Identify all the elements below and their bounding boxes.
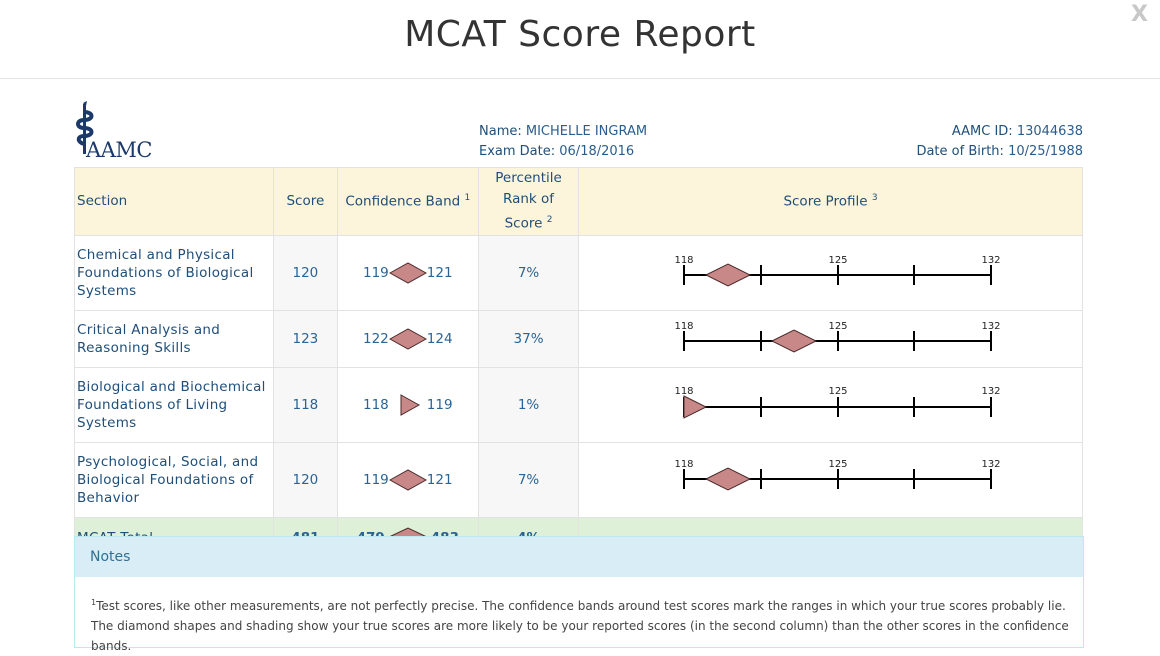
confidence-band: 119 121 (336, 234, 480, 311)
diamond-icon (388, 327, 427, 350)
dob-label: Date of Birth: (916, 144, 1004, 159)
table-header-row: Section Score Confidence Band 1 Percenti… (73, 167, 1083, 236)
section-name: Chemical and Physical Foundations of Bio… (73, 234, 275, 311)
section-score: 120 (273, 441, 338, 518)
examinee-info: Name: MICHELLE INGRAM Exam Date: 06/18/2… (479, 122, 647, 162)
confidence-band: 118 119 (336, 366, 480, 443)
tick-label-118: 118 (674, 459, 693, 470)
table-row: Critical Analysis and Reasoning Skills 1… (73, 309, 1083, 368)
examinee-ids: AAMC ID: 13044638 Date of Birth: 10/25/1… (916, 122, 1083, 162)
aamc-id: 13044638 (1016, 124, 1083, 139)
note-1-marker: 1 (91, 598, 97, 607)
exam-date: 06/18/2016 (559, 144, 635, 159)
score-profile-chart: 118 125 132 (674, 321, 1001, 353)
header-pct-l2: Rank of (503, 191, 555, 207)
section-name: Biological and Biochemical Foundations o… (73, 366, 275, 443)
band-high: 121 (426, 264, 453, 281)
tick-label-118: 118 (674, 386, 693, 397)
percentile-rank: 7% (478, 441, 579, 518)
header-percentile: Percentile Rank of Score 2 (478, 167, 579, 236)
tick-label-132: 132 (981, 255, 1000, 266)
modal-title: MCAT Score Report (404, 14, 756, 55)
caduceus-icon (76, 101, 94, 154)
score-half-diamond (683, 394, 708, 419)
score-profile-chart: 118 125 132 (674, 459, 1001, 491)
name-label: Name: (479, 124, 522, 139)
header-band-label: Confidence Band (345, 193, 461, 210)
tick-label-118: 118 (674, 255, 693, 266)
band-high: 124 (426, 330, 453, 347)
table-row: Psychological, Social, and Biological Fo… (73, 441, 1083, 518)
header-score: Score (273, 167, 338, 236)
score-diamond (704, 262, 752, 287)
score-profile-chart: 118 125 132 (674, 386, 1001, 419)
close-button[interactable]: X (1131, 2, 1148, 27)
section-score: 120 (273, 234, 338, 311)
tick-label-125: 125 (828, 386, 847, 397)
table-row: Chemical and Physical Foundations of Bio… (73, 234, 1083, 311)
percentile-rank: 37% (478, 309, 579, 368)
aamc-id-label: AAMC ID: (951, 124, 1013, 139)
section-name: Psychological, Social, and Biological Fo… (73, 441, 275, 518)
tick-label-125: 125 (828, 321, 847, 332)
notes-panel: Notes 1Test scores, like other measureme… (74, 536, 1084, 653)
dob: 10/25/1988 (1008, 144, 1083, 159)
examinee-name: MICHELLE INGRAM (525, 124, 648, 139)
tick-label-118: 118 (674, 321, 693, 332)
aamc-logo: AAMC (74, 100, 164, 162)
tick-label-125: 125 (828, 459, 847, 470)
header-score-profile: Score Profile 3 (578, 167, 1083, 236)
score-profile: 118 125 132 (578, 441, 1083, 518)
half-diamond-icon (400, 393, 420, 416)
header-pct-l1: Percentile (495, 170, 562, 186)
score-profile: 118 125 132 (578, 366, 1083, 443)
notes-title: Notes (75, 537, 1083, 577)
notes-body: 1Test scores, like other measurements, a… (75, 577, 1083, 656)
tick-label-125: 125 (828, 255, 847, 266)
confidence-band: 119 121 (336, 441, 480, 518)
header-profile-label: Score Profile (783, 193, 868, 210)
score-diamond (770, 328, 818, 353)
diamond-icon (388, 468, 427, 491)
footnote-ref-1: 1 (464, 193, 471, 203)
tick-label-132: 132 (981, 386, 1000, 397)
modal-header: MCAT Score Report X (0, 0, 1160, 79)
tick-label-132: 132 (981, 459, 1000, 470)
band-low: 122 (363, 330, 389, 347)
header-pct-l3: Score (504, 215, 543, 232)
band-high: 119 (426, 396, 453, 413)
exam-date-label: Exam Date: (479, 144, 556, 159)
band-high: 121 (426, 471, 453, 488)
score-diamond (704, 466, 752, 491)
footnote-ref-3: 3 (871, 193, 878, 203)
band-low: 119 (363, 264, 389, 281)
section-name: Critical Analysis and Reasoning Skills (73, 309, 275, 368)
section-score: 123 (273, 309, 338, 368)
diamond-icon (388, 261, 427, 284)
score-profile-chart: 118 125 132 (674, 255, 1001, 287)
band-low: 119 (363, 471, 389, 488)
table-row: Biological and Biochemical Foundations o… (73, 366, 1083, 443)
score-profile: 118 125 132 (578, 234, 1083, 311)
section-score: 118 (273, 366, 338, 443)
score-profile: 118 125 132 (578, 309, 1083, 368)
header-confidence-band: Confidence Band 1 (336, 167, 480, 236)
header-section: Section (73, 167, 275, 236)
tick-label-132: 132 (981, 321, 1000, 332)
note-1-text: Test scores, like other measurements, ar… (91, 599, 1069, 653)
score-table: Section Score Confidence Band 1 Percenti… (73, 167, 1083, 559)
confidence-band: 122 124 (336, 309, 480, 368)
footnote-ref-2: 2 (546, 215, 553, 225)
percentile-rank: 1% (478, 366, 579, 443)
percentile-rank: 7% (478, 234, 579, 311)
logo-text: AAMC (86, 138, 152, 162)
band-low: 118 (363, 396, 389, 413)
